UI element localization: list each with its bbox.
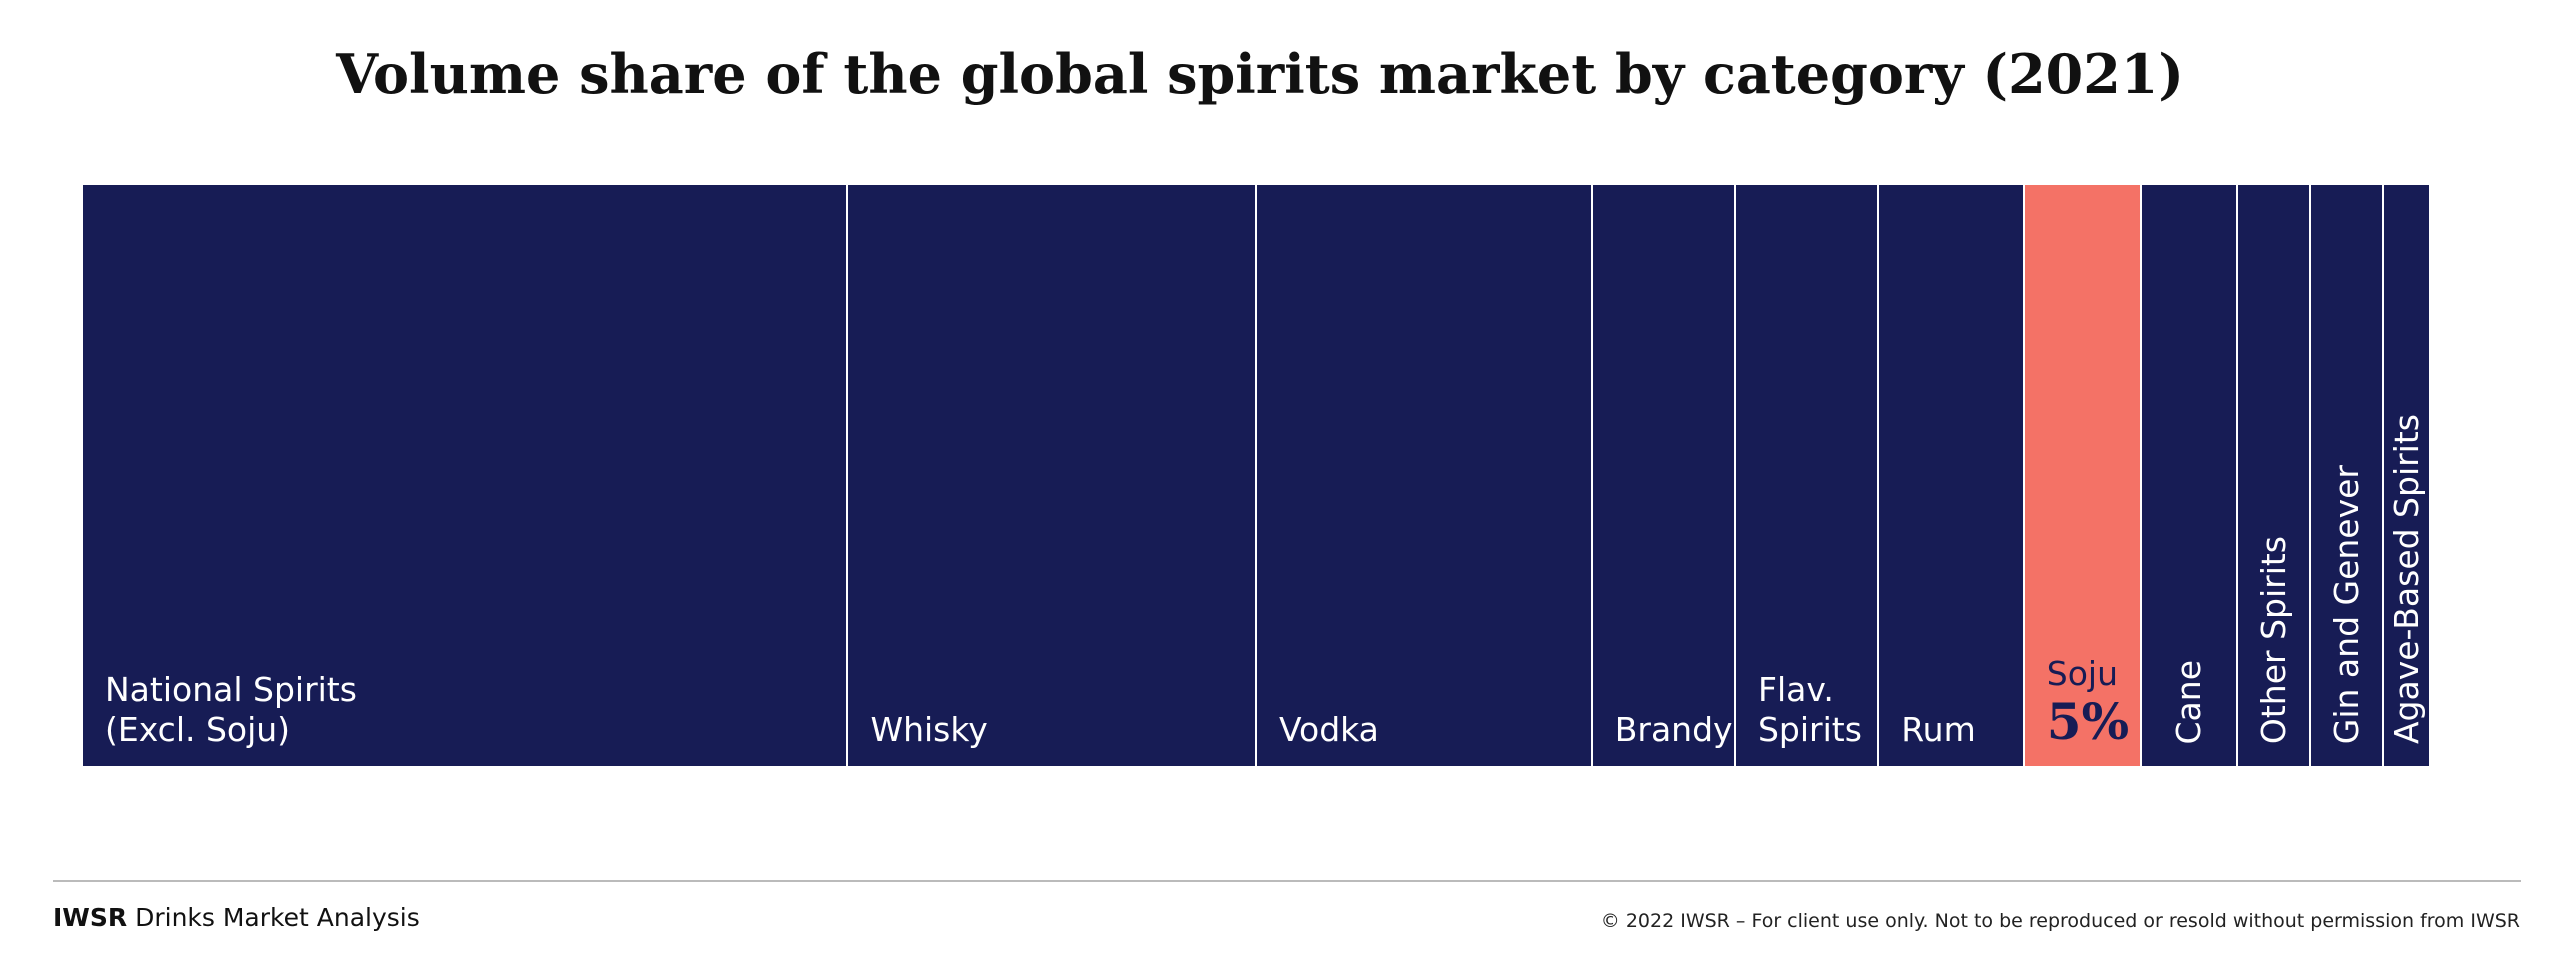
footer-copyright: © 2022 IWSR – For client use only. Not t… (1600, 910, 2520, 932)
bar: Agave-Based Spirits (2384, 185, 2431, 766)
category-label: Flav. Spirits (1758, 670, 1862, 750)
category-label: Vodka (1279, 710, 1379, 750)
product: Drinks Market Analysis (135, 903, 420, 932)
value-label: 5% (2046, 692, 2130, 751)
bar: Whisky (848, 185, 1257, 766)
category-label: Cane (2169, 660, 2209, 744)
category-label: Whisky (870, 710, 987, 750)
category-text: Cane (2169, 659, 2209, 744)
plot-area: National Spirits (Excl. Soju) Whisky Vodka… (83, 185, 2431, 766)
footer-brand: IWSR Drinks Market Analysis (53, 903, 420, 932)
category-text: Brandy (1614, 710, 1733, 749)
chart-title: Volume share of the global spirits marke… (336, 42, 2184, 106)
category-text: Gin and Genever (2326, 464, 2366, 744)
category-text: Agave-Based Spirits (2386, 413, 2426, 744)
brand: IWSR (53, 903, 128, 932)
bar: Cane (2142, 185, 2239, 766)
bar: Vodka (1257, 185, 1593, 766)
bar: Soju 5% (2024, 185, 2143, 766)
category-text: Rum (1901, 710, 1976, 749)
bar: National Spirits (Excl. Soju) (83, 185, 849, 766)
category-label: Brandy (1615, 710, 1733, 750)
bar: Brandy (1592, 185, 1736, 766)
category-text: Whisky (870, 710, 988, 749)
category-text: Other Spirits (2253, 535, 2293, 744)
category-text: Flav. Spirits (1757, 670, 1862, 749)
category-text: Vodka (1279, 710, 1379, 749)
category-label: Other Spirits (2254, 536, 2294, 744)
category-label: National Spirits (Excl. Soju) (105, 670, 357, 750)
bar: Other Spirits (2238, 185, 2312, 766)
bar: Flav. Spirits (1735, 185, 1880, 766)
bar: Gin and Genever (2311, 185, 2385, 766)
category-text: National Spirits (Excl. Soju) (105, 670, 357, 749)
footer-rule (53, 880, 2521, 882)
category-label: Agave-Based Spirits (2387, 414, 2427, 744)
bar: Rum (1879, 185, 2025, 766)
category-text: Soju (2046, 654, 2119, 693)
category-label: Gin and Genever (2327, 465, 2367, 744)
category-label: Soju 5% (2047, 654, 2129, 750)
category-label: Rum (1901, 710, 1976, 750)
